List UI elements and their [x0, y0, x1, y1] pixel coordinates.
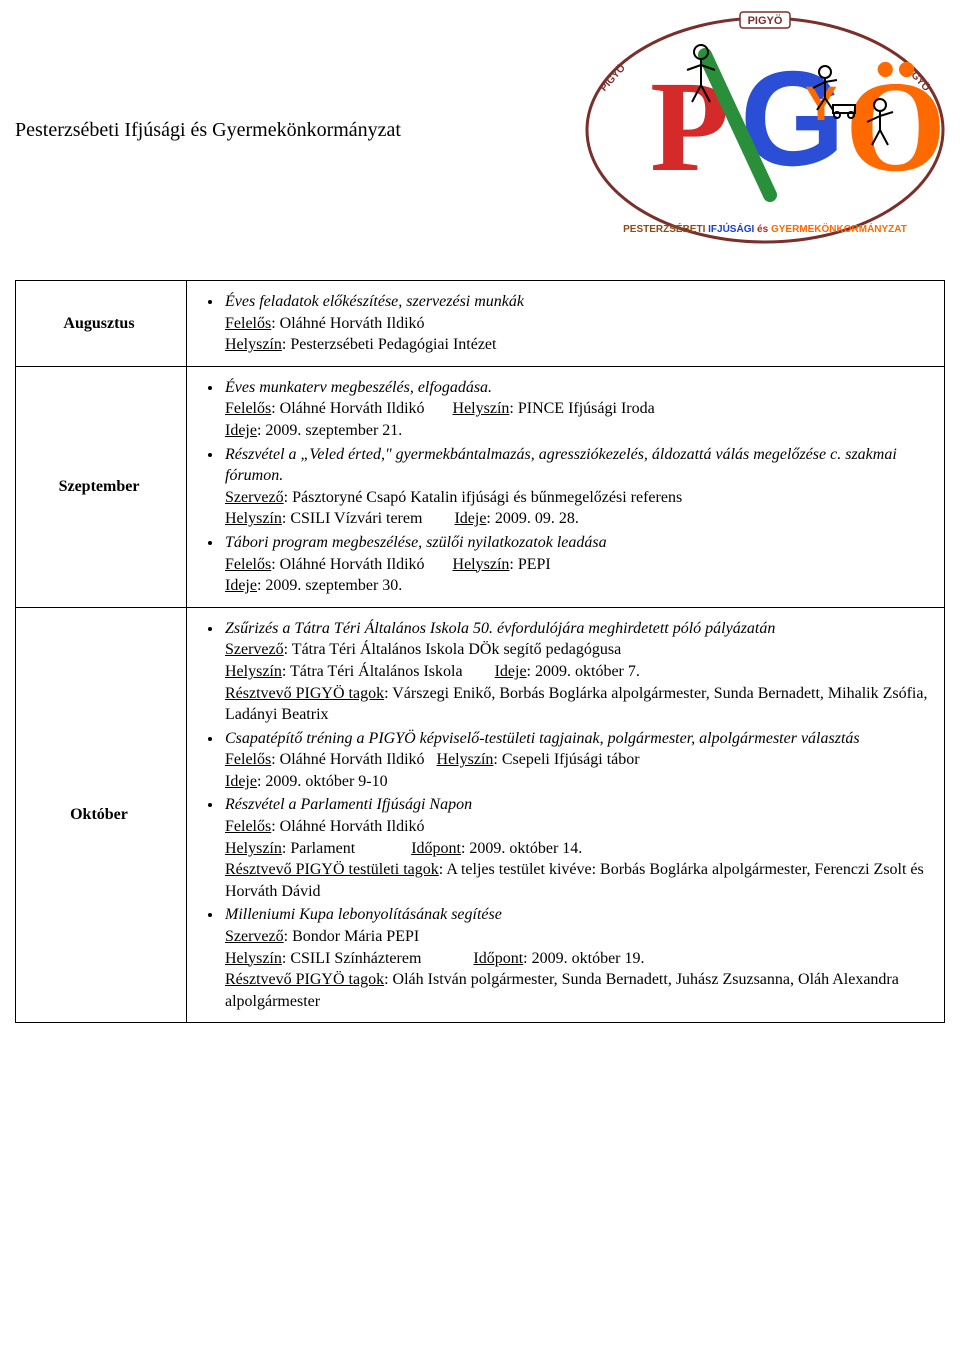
content-cell-september: Éves munkaterv megbeszélés, elfogadása. … [187, 366, 945, 607]
svg-text:Ö: Ö [845, 55, 946, 199]
item-title: Részvétel a Parlamenti Ifjúsági Napon [225, 796, 472, 813]
list-item: Csapatépítő tréning a PIGYÖ képviselő-te… [223, 728, 932, 793]
list-item: Éves feladatok előkészítése, szervezési … [223, 291, 932, 356]
organization-logo: PIGYÖ PIGYÖ PIGYÖ P G Y Ö [575, 10, 955, 250]
list-item: Zsűrizés a Tátra Téri Általános Iskola 5… [223, 618, 932, 726]
list-item: Tábori program megbeszélése, szülői nyil… [223, 532, 932, 597]
list-item: Éves munkaterv megbeszélés, elfogadása. … [223, 377, 932, 442]
item-title: Éves feladatok előkészítése, szervezési … [225, 293, 524, 310]
item-title: Zsűrizés a Tátra Téri Általános Iskola 5… [225, 620, 775, 637]
svg-text:PESTERZSÉBETI: PESTERZSÉBETI IFJÚSÁGI és GYERMEKÖNKORMÁ… [623, 222, 907, 235]
month-cell-august: Augusztus [16, 281, 187, 367]
item-title: Tábori program megbeszélése, szülői nyil… [225, 534, 607, 551]
table-row: Szeptember Éves munkaterv megbeszélés, e… [16, 366, 945, 607]
list-item: Részvétel a „Veled érted," gyermekbántal… [223, 444, 932, 530]
month-cell-september: Szeptember [16, 366, 187, 607]
content-cell-october: Zsűrizés a Tátra Téri Általános Iskola 5… [187, 607, 945, 1023]
logo-top-text: PIGYÖ [748, 14, 783, 27]
month-cell-october: Október [16, 607, 187, 1023]
item-title: Éves munkaterv megbeszélés, elfogadása. [225, 379, 492, 396]
list-item: Milleniumi Kupa lebonyolításának segítés… [223, 904, 932, 1012]
document-header: Pesterzsébeti Ifjúsági és Gyermekönkormá… [5, 10, 955, 250]
schedule-table: Augusztus Éves feladatok előkészítése, s… [15, 280, 945, 1023]
content-cell-august: Éves feladatok előkészítése, szervezési … [187, 281, 945, 367]
item-title: Milleniumi Kupa lebonyolításának segítés… [225, 906, 502, 923]
item-title: Részvétel a „Veled érted," gyermekbántal… [225, 446, 897, 485]
list-item: Részvétel a Parlamenti Ifjúsági Napon Fe… [223, 794, 932, 902]
table-row: Október Zsűrizés a Tátra Téri Általános … [16, 607, 945, 1023]
table-row: Augusztus Éves feladatok előkészítése, s… [16, 281, 945, 367]
item-title: Csapatépítő tréning a PIGYÖ képviselő-te… [225, 730, 860, 747]
document-title: Pesterzsébeti Ifjúsági és Gyermekönkormá… [5, 119, 401, 142]
